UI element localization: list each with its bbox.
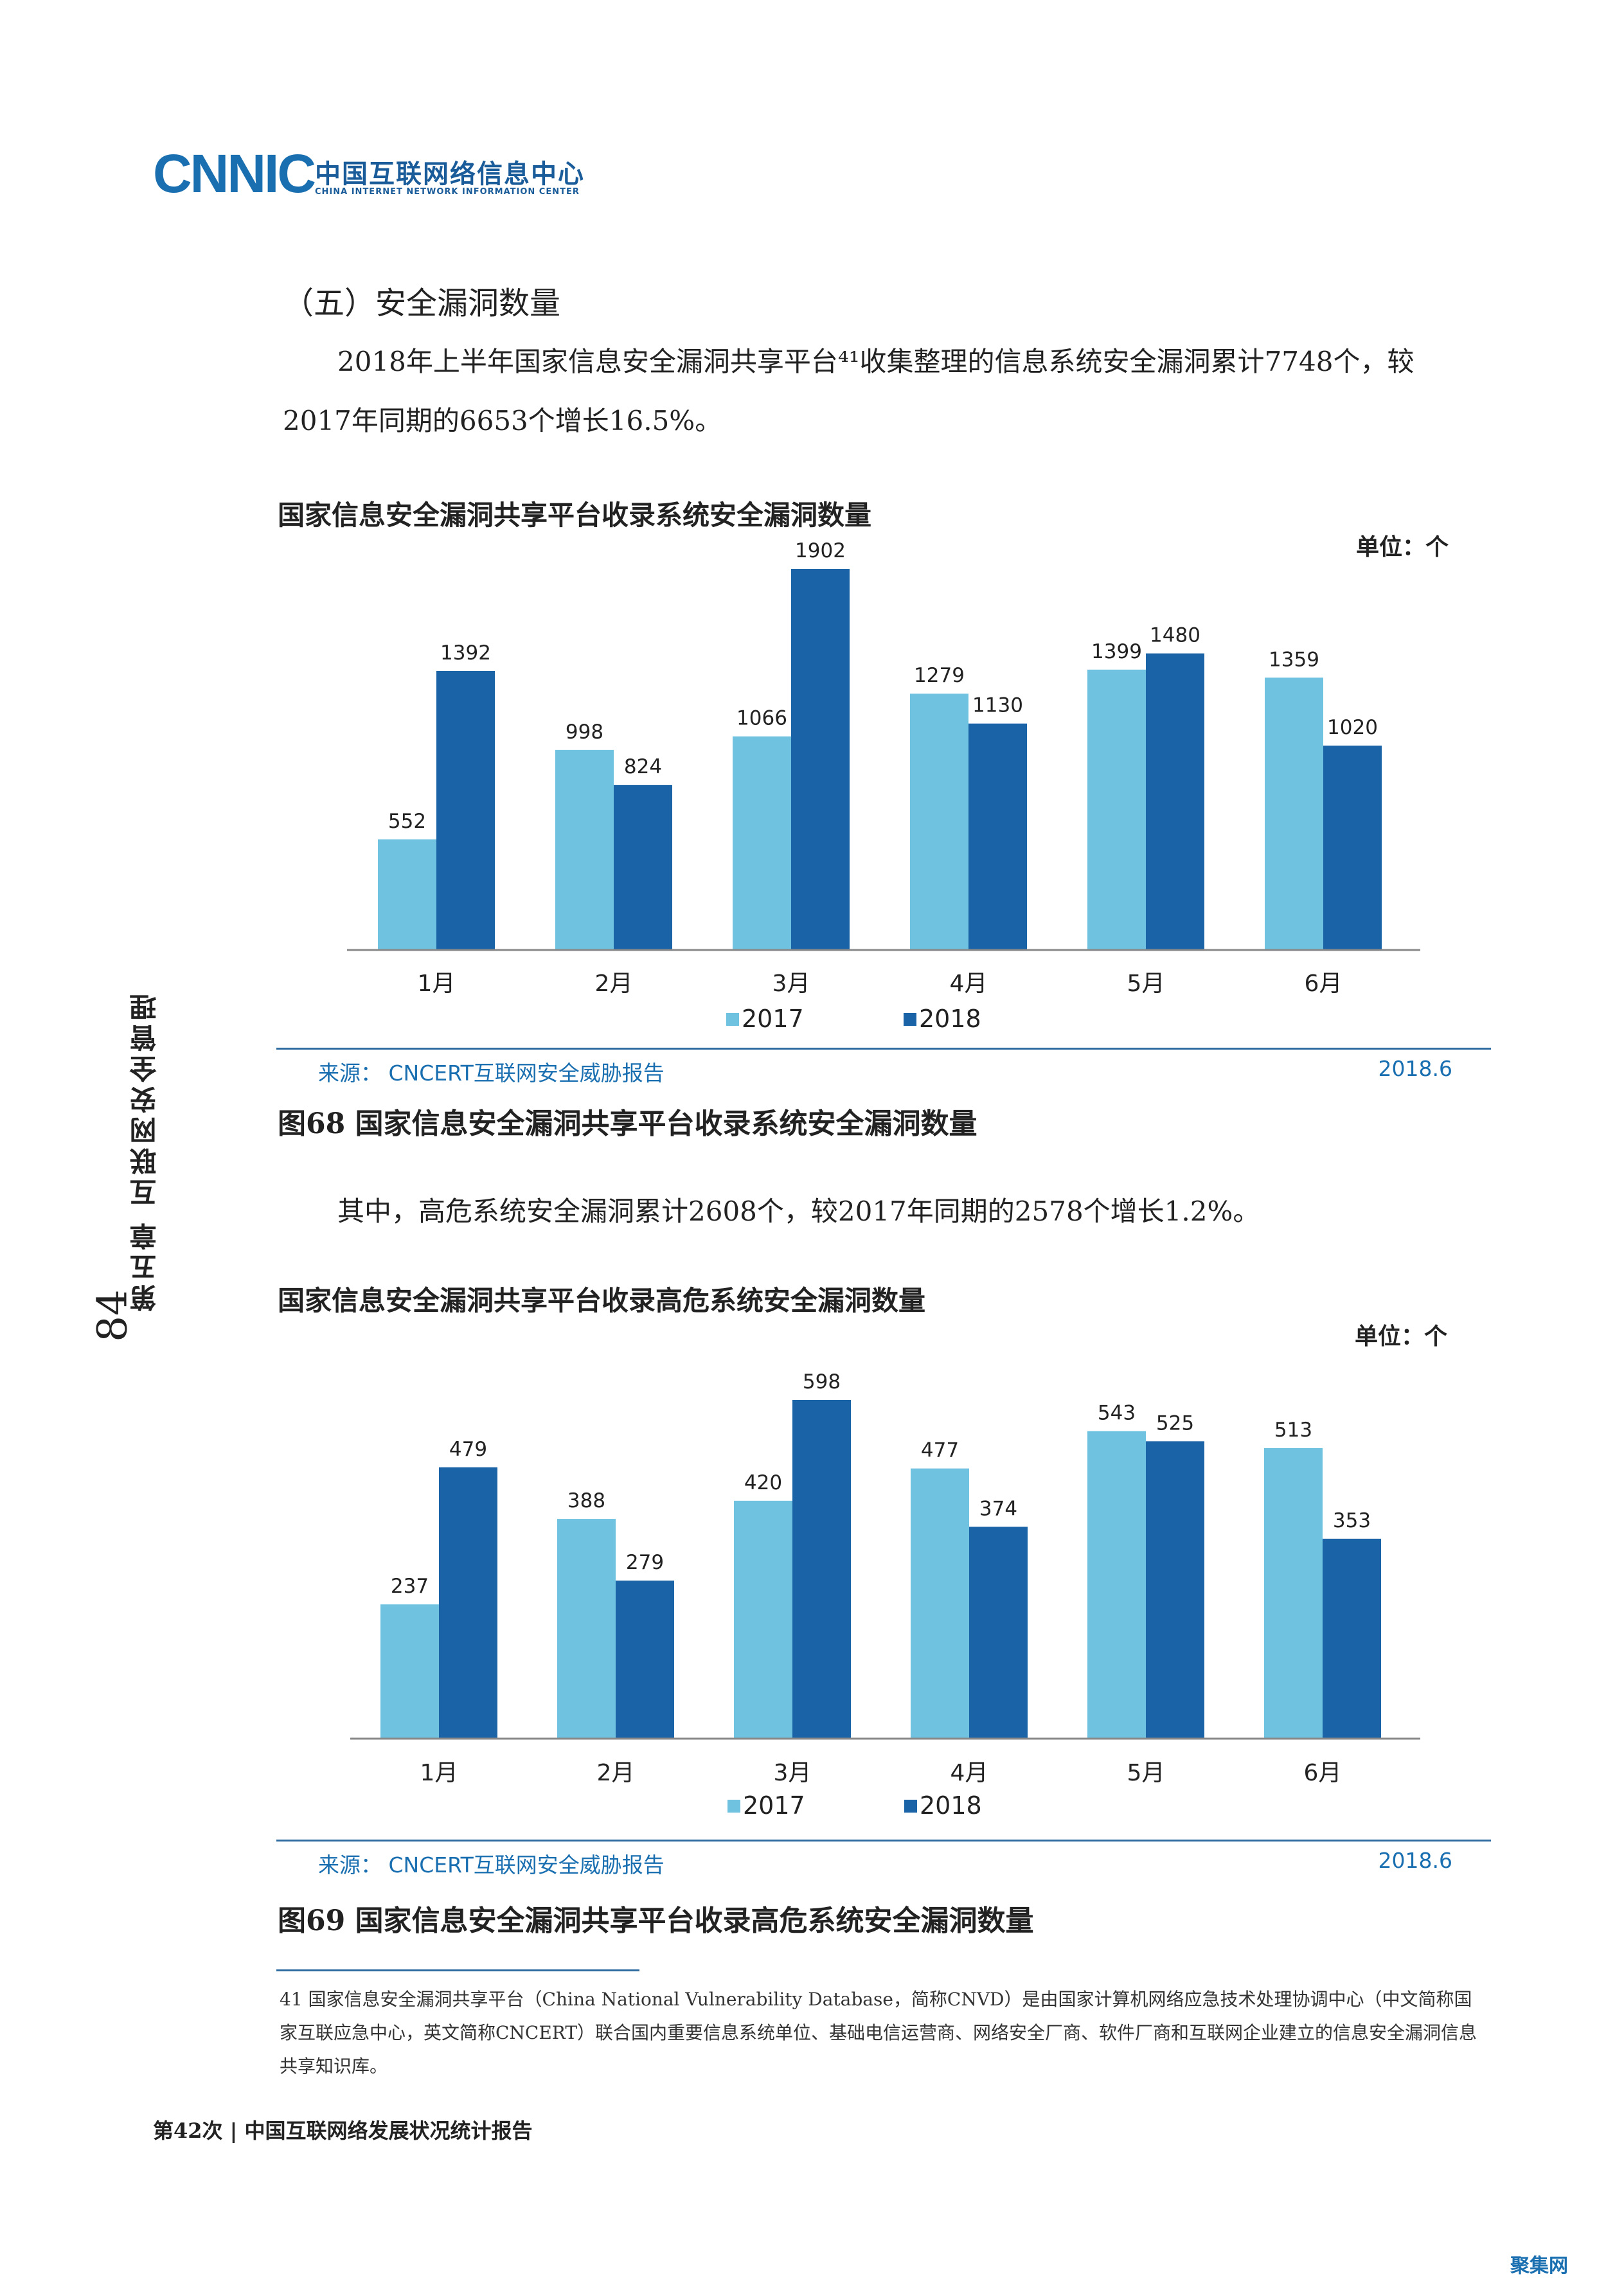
chart2-data-label-5月-2017: 543 — [1098, 1401, 1136, 1424]
chart2-category-label-5月: 5月 — [1127, 1760, 1165, 1786]
chart1-unit: 单位：个 — [1356, 534, 1449, 560]
figure-69-caption: 图69 国家信息安全漏洞共享平台收录高危系统安全漏洞数量 — [278, 1904, 1034, 1937]
chart1-category-label-6月: 6月 — [1305, 971, 1343, 997]
chart1-date: 2018.6 — [1378, 1056, 1452, 1081]
cnnic-logo: CNNIC — [153, 143, 316, 204]
chart2-category-label-6月: 6月 — [1304, 1760, 1342, 1786]
chart2-data-label-2月-2018: 279 — [626, 1551, 664, 1574]
chart2-category-label-3月: 3月 — [774, 1760, 812, 1786]
chart1-data-label-5月-2018: 1480 — [1150, 624, 1200, 647]
figure-68-caption: 图68 国家信息安全漏洞共享平台收录系统安全漏洞数量 — [278, 1107, 977, 1140]
chart1-bar-6月-2017 — [1265, 677, 1323, 950]
chart2-bar-5月-2017 — [1087, 1431, 1146, 1739]
chart1-data-label-4月-2017: 1279 — [914, 664, 965, 687]
chart1-bar-1月-2018 — [436, 671, 495, 950]
chart2-source: 来源： CNCERT互联网安全威胁报告 — [318, 1852, 665, 1877]
chart2-bar-3月-2017 — [734, 1500, 792, 1739]
chart2-bar-2月-2017 — [557, 1519, 616, 1739]
chart2-data-label-4月-2017: 477 — [921, 1439, 959, 1462]
chart2-data-label-1月-2018: 479 — [449, 1438, 487, 1461]
chart1-bar-5月-2018 — [1146, 653, 1204, 950]
org-name-cn: 中国互联网络信息中心 — [315, 159, 585, 189]
chart2-data-label-1月-2017: 237 — [391, 1575, 429, 1598]
chart2-data-label-6月-2017: 513 — [1274, 1419, 1312, 1442]
paragraph-1-line-1: 2018年上半年国家信息安全漏洞共享平台⁴¹收集整理的信息系统安全漏洞累计774… — [337, 346, 1414, 377]
chart2-legend-label-2017: 2017 — [743, 1791, 805, 1820]
chart2-legend-swatch-2018 — [904, 1800, 917, 1813]
chart2-data-label-5月-2018: 525 — [1156, 1411, 1194, 1435]
chart1-category-label-5月: 5月 — [1127, 971, 1165, 997]
paragraph-1-line-2: 2017年同期的6653个增长16.5%。 — [283, 405, 722, 436]
chart1-svg: 552 1392 1月 998 824 2月 1066 1902 3月 1279 1130 4月 139… — [347, 539, 1420, 1033]
chart1-legend-swatch-2017 — [726, 1013, 739, 1026]
chart2-category-label-4月: 4月 — [950, 1760, 988, 1786]
chart1-bar-6月-2018 — [1323, 745, 1382, 950]
chart1-bar-3月-2018 — [791, 569, 850, 950]
side-chapter-label: 第五章 互联网安全管理 — [129, 990, 161, 1312]
chart1-bar-1月-2017 — [378, 839, 436, 950]
chart1-source-rule — [276, 1048, 1491, 1050]
chart1-bar-4月-2017 — [910, 694, 968, 950]
paragraph-2: 其中，高危系统安全漏洞累计2608个，较2017年同期的2578个增长1.2%。 — [337, 1196, 1260, 1227]
page-number: 84 — [89, 1289, 137, 1342]
chart1-legend-label-2018: 2018 — [919, 1005, 981, 1033]
chart1-category-label-4月: 4月 — [950, 971, 988, 997]
org-name-en: CHINA INTERNET NETWORK INFORMATION CENTE… — [315, 187, 580, 197]
chart1-bar-2月-2018 — [614, 785, 672, 950]
chart1-data-label-3月-2018: 1902 — [795, 539, 846, 562]
chart2-bar-1月-2018 — [439, 1467, 497, 1739]
footnote-rule — [276, 1969, 639, 1971]
chart1-bar-5月-2017 — [1087, 669, 1146, 950]
chart1-data-label-1月-2018: 1392 — [440, 641, 491, 665]
chart1-source: 来源： CNCERT互联网安全威胁报告 — [318, 1061, 665, 1086]
chart1-bar-2月-2017 — [555, 749, 614, 950]
chart1-data-label-1月-2017: 552 — [388, 810, 426, 833]
chart2-svg: 237 479 1月 388 279 2月 420 598 3月 477 374 4月 543 525 5月… — [350, 1370, 1420, 1820]
chart1-data-label-6月-2018: 1020 — [1327, 716, 1378, 739]
chart1-data-label-4月-2018: 1130 — [972, 694, 1023, 717]
chart1-bar-4月-2018 — [968, 723, 1027, 950]
chart2-bar-1月-2017 — [380, 1604, 439, 1739]
chart2-data-label-3月-2017: 420 — [744, 1471, 782, 1494]
chart1-category-label-3月: 3月 — [772, 971, 810, 997]
chart2-bar-4月-2018 — [969, 1527, 1028, 1739]
chart2-data-label-6月-2018: 353 — [1333, 1509, 1371, 1532]
chart2-bar-4月-2017 — [911, 1468, 969, 1739]
section-heading: （五）安全漏洞数量 — [283, 285, 561, 321]
chart2-bar-5月-2018 — [1146, 1441, 1204, 1739]
footnote-41: 41 国家信息安全漏洞共享平台（China National Vulnerabi… — [280, 1989, 1477, 2077]
chart2-unit: 单位：个 — [1355, 1323, 1448, 1350]
chart2-data-label-3月-2018: 598 — [803, 1370, 841, 1393]
chart1-legend-swatch-2018 — [904, 1013, 916, 1026]
chart2-data-label-2月-2017: 388 — [567, 1489, 605, 1512]
chart2-date: 2018.6 — [1378, 1848, 1452, 1873]
chart2-bar-6月-2017 — [1264, 1447, 1323, 1739]
chart1-bar-3月-2017 — [733, 736, 791, 950]
chart2-bar-2月-2018 — [616, 1581, 674, 1739]
page-footer: 第42次 | 中国互联网络发展状况统计报告 — [153, 2119, 533, 2143]
chart1-legend-label-2017: 2017 — [742, 1005, 804, 1033]
chart1-data-label-3月-2017: 1066 — [736, 707, 787, 730]
chart2-bar-3月-2018 — [792, 1400, 851, 1739]
chart2-legend-swatch-2017 — [727, 1800, 740, 1813]
chart1-data-label-2月-2018: 824 — [624, 755, 662, 778]
chart1-data-label-6月-2017: 1359 — [1269, 648, 1319, 671]
chart1-data-label-5月-2017: 1399 — [1091, 640, 1142, 663]
chart2-data-label-4月-2018: 374 — [979, 1497, 1017, 1520]
chart1-title: 国家信息安全漏洞共享平台收录系统安全漏洞数量 — [278, 499, 872, 531]
chart2-source-rule — [276, 1840, 1491, 1841]
chart1-category-label-1月: 1月 — [418, 971, 456, 997]
chart1-data-label-2月-2017: 998 — [566, 721, 603, 744]
chart1-category-label-2月: 2月 — [595, 971, 633, 997]
chart2-category-label-1月: 1月 — [420, 1760, 458, 1786]
chart2-bar-6月-2018 — [1323, 1538, 1381, 1739]
chart2-title: 国家信息安全漏洞共享平台收录高危系统安全漏洞数量 — [278, 1285, 926, 1316]
watermark-logo: 聚集网 — [1510, 2255, 1568, 2277]
chart2-category-label-2月: 2月 — [597, 1760, 635, 1786]
chart2-legend-label-2018: 2018 — [920, 1791, 982, 1820]
